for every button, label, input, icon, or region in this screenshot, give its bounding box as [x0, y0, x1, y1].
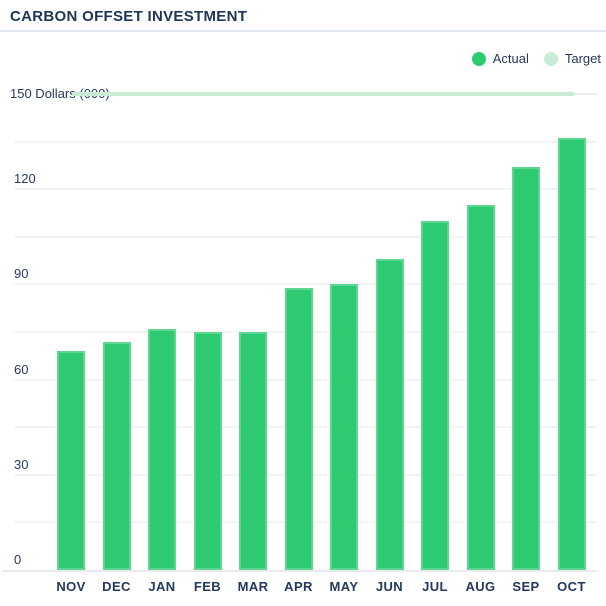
bar-jan[interactable] — [148, 328, 176, 570]
bar-oct[interactable] — [557, 138, 586, 570]
y-tick-60: 60 — [14, 361, 29, 377]
x-label-oct: OCT — [557, 579, 586, 594]
x-label-feb: FEB — [193, 579, 222, 594]
bar-jul[interactable] — [421, 220, 449, 570]
legend-label-actual: Actual — [492, 51, 529, 66]
x-label-sep: SEP — [512, 579, 540, 594]
bar-sep[interactable] — [512, 166, 540, 570]
legend-label-target: Target — [564, 51, 601, 66]
x-label-jan: JAN — [148, 579, 176, 594]
gridline-135 — [14, 140, 597, 143]
x-label-jun: JUN — [375, 579, 404, 594]
x-axis-line — [2, 570, 597, 572]
x-label-dec: DEC — [102, 579, 131, 594]
target-series-dot-icon — [543, 51, 558, 66]
legend-item-actual[interactable]: Actual — [471, 51, 529, 66]
gridline-120 — [14, 188, 597, 191]
chart-legend: Actual Target — [471, 51, 601, 66]
x-label-mar: MAR — [237, 579, 269, 594]
y-tick-0: 0 — [14, 552, 22, 567]
target-line-extension — [574, 93, 597, 95]
x-label-jul: JUL — [422, 579, 448, 594]
gridline-90 — [14, 283, 597, 286]
bar-may[interactable] — [330, 284, 358, 570]
target-line — [72, 92, 574, 96]
page-title: CARBON OFFSET INVESTMENT — [10, 8, 248, 25]
y-tick-120: 120 — [14, 171, 36, 187]
x-label-nov: NOV — [56, 579, 86, 594]
bar-dec[interactable] — [102, 341, 131, 570]
bar-jun[interactable] — [375, 259, 404, 570]
y-tick-30: 30 — [14, 456, 29, 472]
actual-series-dot-icon — [471, 51, 486, 66]
legend-item-target[interactable]: Target — [543, 51, 601, 66]
title-divider — [0, 30, 606, 32]
bar-aug[interactable] — [466, 205, 495, 570]
x-label-apr: APR — [284, 579, 313, 594]
target-line-label: 150 Dollars (000) — [10, 86, 110, 101]
bar-nov[interactable] — [57, 351, 85, 570]
bar-mar[interactable] — [239, 332, 267, 570]
bar-feb[interactable] — [193, 332, 222, 570]
x-label-may: MAY — [329, 579, 359, 594]
gridline-105 — [14, 235, 597, 238]
bar-apr[interactable] — [284, 287, 313, 570]
y-tick-90: 90 — [14, 266, 29, 282]
x-label-aug: AUG — [465, 579, 496, 594]
